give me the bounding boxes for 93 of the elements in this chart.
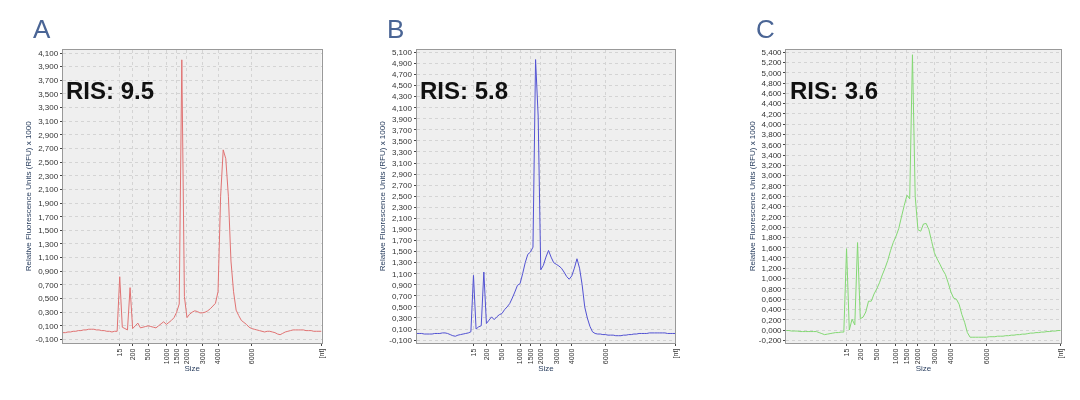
y-axis-title: Relative Fluorescence Units (RFU) x 1000: [747, 120, 757, 272]
y-tick-label: 0,100: [38, 321, 59, 331]
y-tick-label: 0,400: [761, 305, 783, 315]
chart-title: A: [33, 14, 51, 44]
y-tick-label: 4,100: [391, 103, 413, 113]
y-tick-label: 4,600: [761, 89, 783, 99]
y-tick-label: 2,100: [38, 185, 59, 195]
y-tick-label: 2,300: [38, 171, 59, 181]
y-tick-label: 1,200: [761, 264, 783, 274]
y-tick-label: 0,500: [38, 294, 59, 304]
y-tick-label: -0,100: [35, 335, 59, 345]
y-tick-label: 0,200: [761, 315, 783, 325]
y-tick-label: 4,100: [38, 48, 59, 58]
y-tick-label: 2,700: [391, 180, 413, 190]
y-tick-label: 2,000: [761, 222, 783, 232]
y-tick-label: 3,700: [391, 125, 413, 135]
y-tick-label: 2,900: [38, 130, 59, 140]
y-tick-label: 3,800: [761, 130, 783, 140]
y-axis-title: Relative Fluorescence Units (RFU) x 1000: [24, 120, 34, 272]
y-tick-label: 4,700: [391, 70, 413, 80]
y-tick-label: 4,800: [761, 78, 783, 88]
y-tick-label: 2,500: [391, 192, 413, 202]
y-tick-label: 0,300: [38, 307, 59, 317]
y-tick-label: 0,500: [391, 302, 413, 312]
y-tick-label: 2,700: [38, 144, 59, 154]
y-tick-label: 5,400: [761, 47, 783, 57]
y-tick-label: 1,300: [38, 239, 59, 249]
y-tick-label: 1,500: [391, 247, 413, 257]
y-tick-label: 1,900: [391, 225, 413, 235]
y-tick-label: 4,300: [391, 92, 413, 102]
y-tick-label: 1,100: [391, 269, 413, 279]
y-tick-label: 1,300: [391, 258, 413, 268]
y-tick-label: 3,700: [38, 76, 59, 86]
y-tick-label: 4,500: [391, 81, 413, 91]
y-tick-label: 5,200: [761, 58, 783, 68]
y-tick-label: 3,000: [761, 171, 783, 181]
y-tick-label: 3,100: [391, 158, 413, 168]
y-tick-label: 3,500: [391, 136, 413, 146]
y-tick-label: 2,800: [761, 181, 783, 191]
y-tick-label: 0,800: [761, 284, 783, 294]
y-tick-label: 5,000: [761, 68, 783, 78]
y-tick-label: 0,900: [391, 280, 413, 290]
y-tick-label: 2,500: [38, 157, 59, 167]
y-tick-label: 1,500: [38, 226, 59, 236]
annotation: RIS: 5.8: [420, 77, 509, 104]
line-series: [786, 54, 1061, 338]
chart-title: B: [387, 14, 405, 44]
y-tick-label: 0,000: [761, 325, 783, 335]
line-series: [62, 59, 322, 336]
y-tick-label: 0,700: [38, 280, 59, 290]
y-tick-label: 3,900: [38, 62, 59, 72]
y-tick-label: 1,400: [761, 253, 783, 263]
x-axis-title: Size: [915, 364, 932, 374]
y-tick-label: 0,100: [391, 324, 413, 334]
y-tick-label: 4,400: [761, 99, 783, 109]
y-tick-label: -0,100: [389, 335, 413, 345]
y-tick-label: 0,700: [391, 291, 413, 301]
y-tick-label: 3,900: [391, 114, 413, 124]
y-tick-label: 4,900: [391, 59, 413, 69]
y-tick-label: 1,600: [761, 243, 783, 253]
y-tick-label: 2,900: [391, 169, 413, 179]
y-tick-label: 1,700: [38, 212, 59, 222]
y-tick-label: 3,500: [38, 89, 59, 99]
y-tick-label: 3,400: [761, 150, 783, 160]
y-tick-label: 0,600: [761, 294, 783, 304]
annotation: RIS: 9.5: [66, 77, 155, 104]
y-tick-label: 0,300: [391, 313, 413, 323]
y-tick-label: 1,100: [38, 253, 59, 263]
y-tick-label: 3,600: [761, 140, 783, 150]
y-tick-label: 2,300: [391, 203, 413, 213]
y-tick-label: 1,700: [391, 236, 413, 246]
y-tick-label: 1,800: [761, 233, 783, 243]
y-tick-label: 2,600: [761, 192, 783, 202]
y-tick-label: 2,100: [391, 214, 413, 224]
y-tick-label: 3,300: [38, 103, 59, 113]
y-tick-label: 2,400: [761, 202, 783, 212]
y-tick-label: 1,000: [761, 274, 783, 284]
y-tick-label: 3,200: [761, 161, 783, 171]
y-tick-label: 0,900: [38, 267, 59, 277]
y-tick-label: 4,200: [761, 109, 783, 119]
chart-title: C: [756, 14, 775, 44]
y-tick-label: 4,000: [761, 120, 783, 130]
y-tick-label: 3,100: [38, 117, 59, 127]
y-axis-title: Relative Fluorescence Units (RFU) x 1000: [377, 120, 387, 272]
y-tick-label: 2,200: [761, 212, 783, 222]
y-tick-label: 3,300: [391, 147, 413, 157]
annotation: RIS: 3.6: [790, 77, 879, 104]
x-axis-title: Size: [184, 364, 201, 374]
y-tick-label: 1,900: [38, 198, 59, 208]
line-series: [416, 59, 676, 337]
y-tick-label: 5,100: [391, 48, 413, 58]
y-tick-label: -0,200: [758, 336, 783, 346]
x-axis-title: Size: [538, 364, 555, 374]
